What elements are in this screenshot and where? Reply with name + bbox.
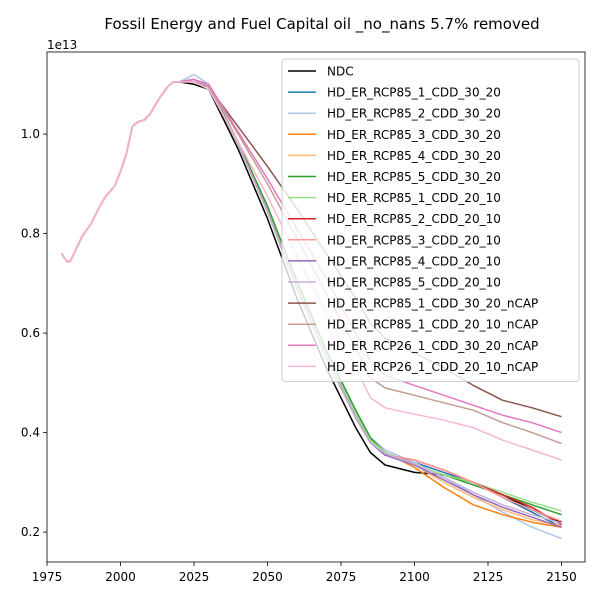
- legend-label: HD_ER_RCP85_4_CDD_30_20: [327, 149, 501, 163]
- axes-frame: [46, 51, 586, 563]
- y-tick-label: 0.6: [21, 326, 40, 340]
- x-tick-label: 2025: [179, 570, 210, 584]
- legend-label: HD_ER_RCP85_3_CDD_30_20: [327, 128, 501, 142]
- axes: 1975 2000 2025 2050 2075 2100 2125 2150 0.2 0.4 0.…: [21, 51, 586, 584]
- legend-label: HD_ER_RCP85_1_CDD_30_20: [327, 86, 501, 100]
- legend-label: HD_ER_RCP85_3_CDD_20_10: [327, 233, 501, 247]
- legend-label: HD_ER_RCP85_4_CDD_20_10: [327, 254, 501, 268]
- chart-title: Fossil Energy and Fuel Capital oil _no_n…: [104, 15, 539, 34]
- legend-label: HD_ER_RCP85_2_CDD_20_10: [327, 212, 501, 226]
- x-tick-label: 2150: [546, 570, 577, 584]
- y-tick-label: 0.8: [21, 227, 40, 241]
- x-tick-label: 2000: [105, 570, 136, 584]
- legend-label: HD_ER_RCP26_1_CDD_30_20_nCAP: [327, 339, 538, 353]
- x-tick-label: 2100: [399, 570, 430, 584]
- series-line-15: [61, 81, 562, 461]
- x-tick-label: 2050: [252, 570, 283, 584]
- legend-label: HD_ER_RCP85_5_CDD_20_10: [327, 276, 501, 290]
- x-tick-label: 2125: [473, 570, 504, 584]
- legend-box: [281, 58, 580, 382]
- y-tick-label: 1.0: [21, 127, 40, 141]
- plot-lines: [61, 73, 562, 540]
- y-tick-label: 0.2: [21, 525, 40, 539]
- legend-label: NDC: [327, 65, 354, 79]
- legend: NDC HD_ER_RCP85_1_CDD_30_20 HD_ER_RCP85_2_…: [281, 58, 580, 382]
- legend-label: HD_ER_RCP85_1_CDD_30_20_nCAP: [327, 297, 538, 311]
- y-tick-label: 0.4: [21, 426, 40, 440]
- x-tick-label: 1975: [32, 570, 63, 584]
- legend-label: HD_ER_RCP85_1_CDD_20_10: [327, 191, 501, 205]
- y-offset-label: 1e13: [47, 38, 77, 52]
- legend-label: HD_ER_RCP85_2_CDD_30_20: [327, 107, 501, 121]
- legend-label: HD_ER_RCP26_1_CDD_20_10_nCAP: [327, 360, 538, 374]
- legend-label: HD_ER_RCP85_5_CDD_30_20: [327, 170, 501, 184]
- legend-label: HD_ER_RCP85_1_CDD_20_10_nCAP: [327, 318, 538, 332]
- x-tick-label: 2075: [326, 570, 357, 584]
